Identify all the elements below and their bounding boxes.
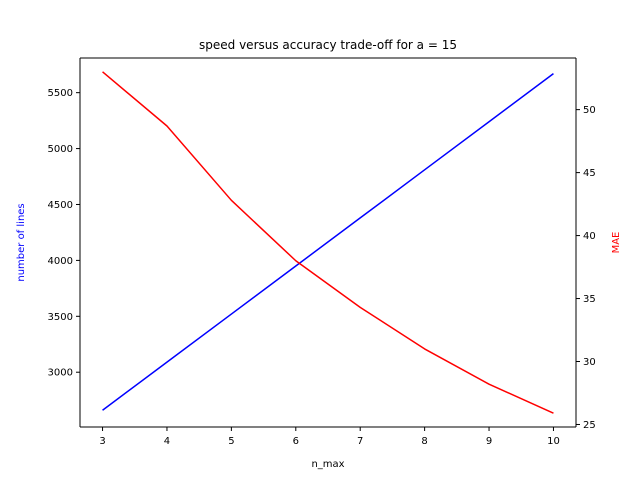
x-tick-label: 5 bbox=[228, 436, 234, 447]
x-tick-label: 9 bbox=[486, 436, 492, 447]
mae-series-line bbox=[102, 71, 554, 414]
x-axis-label: n_max bbox=[311, 459, 344, 470]
series-layer bbox=[102, 71, 554, 414]
right-y-tick-label: 30 bbox=[583, 357, 596, 368]
x-tick-label: 4 bbox=[164, 436, 170, 447]
number-of-lines-series-line bbox=[102, 73, 554, 411]
x-tick-label: 8 bbox=[421, 436, 427, 447]
x-tick-label: 3 bbox=[99, 436, 105, 447]
x-tick-label: 6 bbox=[293, 436, 299, 447]
right-y-tick-label: 35 bbox=[583, 294, 596, 305]
chart-title: speed versus accuracy trade-off for a = … bbox=[199, 38, 457, 52]
right-y-tick-label: 45 bbox=[583, 168, 596, 179]
right-y-axis-label: MAE bbox=[611, 232, 622, 254]
x-tick-label: 10 bbox=[547, 436, 560, 447]
right-y-tick-label: 50 bbox=[583, 105, 596, 116]
left-y-tick-label: 3500 bbox=[48, 312, 73, 323]
left-y-tick-label: 5000 bbox=[48, 144, 73, 155]
x-tick-label: 7 bbox=[357, 436, 363, 447]
right-y-tick-label: 25 bbox=[583, 420, 596, 431]
ticks-layer: 3 4 5 6 7 8 9 103000350040004500500055002530354… bbox=[48, 88, 596, 447]
left-y-tick-label: 4000 bbox=[48, 256, 73, 267]
left-y-tick-label: 5500 bbox=[48, 88, 73, 99]
right-y-tick-label: 40 bbox=[583, 231, 596, 242]
left-y-axis-label: number of lines bbox=[16, 203, 27, 281]
axes-layer bbox=[79, 57, 577, 428]
left-y-tick-label: 3000 bbox=[48, 368, 73, 379]
left-y-tick-label: 4500 bbox=[48, 200, 73, 211]
